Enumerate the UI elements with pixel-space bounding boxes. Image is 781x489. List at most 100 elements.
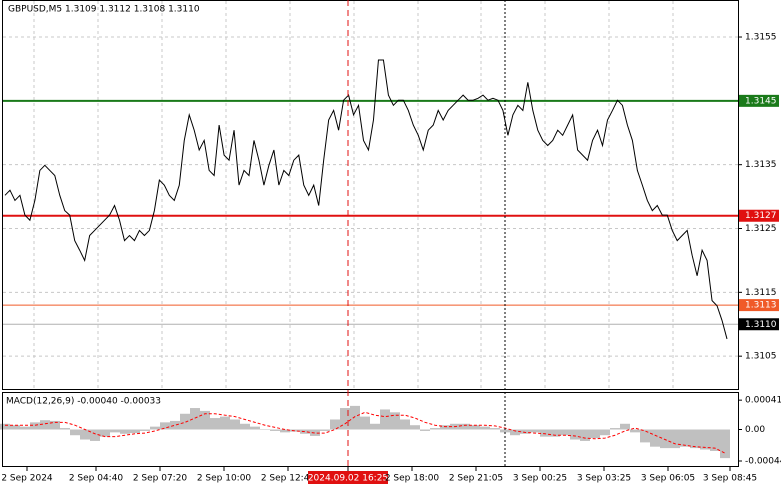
macd-bar xyxy=(110,429,120,433)
macd-bar xyxy=(180,413,190,430)
price-level-tag xyxy=(739,94,779,107)
macd-bar xyxy=(710,429,720,451)
price-frame xyxy=(2,0,739,390)
time-axis: 2 Sep 2024 2 Sep 04:40 2 Sep 07:20 2 Sep 10… xyxy=(1,467,757,484)
macd-bar xyxy=(430,428,440,430)
macd-bar xyxy=(630,429,640,433)
macd-bar xyxy=(160,422,170,430)
macd-bar xyxy=(420,429,430,431)
macd-bar xyxy=(440,425,450,430)
macd-bar xyxy=(150,426,160,430)
macd-bar xyxy=(460,423,470,430)
macd-bar xyxy=(120,429,130,434)
macd-bar xyxy=(80,429,90,440)
macd-bar xyxy=(340,408,350,430)
macd-bar xyxy=(540,429,550,437)
chart-title: GBPUSD,M5 1.3109 1.3112 1.3108 1.3110 xyxy=(8,5,200,15)
macd-bar xyxy=(200,410,210,430)
price-level-tag xyxy=(739,318,779,331)
x-tick-label: 2 Sep 04:40 xyxy=(69,474,124,484)
y-tick-label: 1.3125 xyxy=(745,224,777,234)
price-level-tag xyxy=(739,209,779,222)
macd-bar xyxy=(240,423,250,430)
macd-bar xyxy=(370,423,380,430)
macd-bar xyxy=(0,423,10,430)
macd-bar xyxy=(470,425,480,430)
x-tick-label: 3 Sep 08:45 xyxy=(703,474,757,484)
macd-bar xyxy=(660,429,670,449)
macd-bar xyxy=(350,405,360,430)
macd-bar xyxy=(300,429,310,434)
macd-bar xyxy=(50,420,60,430)
y-tick-label: 1.3115 xyxy=(745,288,777,298)
macd-bar xyxy=(390,412,400,430)
macd-bar xyxy=(220,416,230,430)
price-level-label: 1.3127 xyxy=(745,211,777,221)
x-tick-label: 2 Sep 21:05 xyxy=(449,474,503,484)
macd-bar xyxy=(320,429,330,431)
macd-frame xyxy=(2,392,739,467)
macd-bar xyxy=(480,426,490,430)
macd-bar xyxy=(530,429,540,433)
macd-bar xyxy=(610,428,620,430)
macd-bar xyxy=(700,429,710,450)
macd-bar xyxy=(100,429,110,437)
price-panel: 1.3105 1.3115 1.3125 1.3135 1.3145 1.3155 1.31… xyxy=(3,1,779,389)
macd-bar xyxy=(90,429,100,441)
macd-bar xyxy=(40,420,50,430)
macd-bar xyxy=(20,426,30,430)
macd-bar xyxy=(510,429,520,436)
macd-bar xyxy=(270,429,280,431)
x-tick-label: 2 Sep 07:20 xyxy=(133,474,188,484)
macd-bar xyxy=(720,429,730,459)
macd-title: MACD(12,26,9) -0.00040 -0.00033 xyxy=(6,397,161,407)
y-tick-label: -0.00044 xyxy=(745,456,781,466)
macd-bar xyxy=(60,428,70,430)
macd-bar xyxy=(600,429,610,436)
price-level-label: 1.3113 xyxy=(745,301,777,311)
macd-bar xyxy=(210,418,220,430)
x-tick-label: 2 Sep 2024 xyxy=(1,474,53,484)
macd-bar xyxy=(310,429,320,436)
macd-bar xyxy=(400,419,410,430)
macd-bar xyxy=(290,429,300,432)
macd-panel: -0.00044 0.00 0.00041 xyxy=(0,396,781,466)
signal-line xyxy=(5,411,726,454)
x-tick-label: 2 Sep 12:40 xyxy=(261,474,316,484)
macd-bar xyxy=(70,429,80,436)
macd-bar xyxy=(190,408,200,430)
macd-bar xyxy=(500,429,510,433)
macd-bar xyxy=(570,429,580,440)
y-tick-label: 1.3105 xyxy=(745,352,777,362)
macd-bar xyxy=(260,429,270,430)
x-tick-label: 2 Sep 10:00 xyxy=(197,474,252,484)
y-tick-label: 1.3135 xyxy=(745,160,777,170)
price-level-label: 1.3110 xyxy=(745,320,777,330)
macd-bar xyxy=(670,429,680,449)
macd-bar xyxy=(640,429,650,443)
macd-bar xyxy=(380,409,390,430)
price-level-tag xyxy=(739,299,779,312)
macd-bar xyxy=(360,416,370,430)
macd-bar xyxy=(520,429,530,434)
x-tick-label: 3 Sep 00:25 xyxy=(513,474,567,484)
price-line xyxy=(4,59,728,340)
macd-bar xyxy=(250,426,260,430)
macd-bar xyxy=(590,429,600,439)
cursor-time-tag xyxy=(308,471,388,484)
x-tick-label: 2024.09.02 16:25 xyxy=(308,474,388,484)
macd-bar xyxy=(130,429,140,434)
macd-bar xyxy=(690,429,700,449)
x-tick-label: 3 Sep 06:05 xyxy=(641,474,695,484)
macd-bar xyxy=(330,419,340,430)
macd-bar xyxy=(230,419,240,430)
y-tick-label: 0.00041 xyxy=(745,396,781,406)
x-tick-label: 2 Sep 18:00 xyxy=(385,474,440,484)
macd-bar xyxy=(580,429,590,441)
y-tick-label: 0.00 xyxy=(745,425,765,435)
x-tick-label: 3 Sep 03:25 xyxy=(577,474,631,484)
macd-bar xyxy=(30,422,40,430)
macd-bar xyxy=(560,429,570,436)
